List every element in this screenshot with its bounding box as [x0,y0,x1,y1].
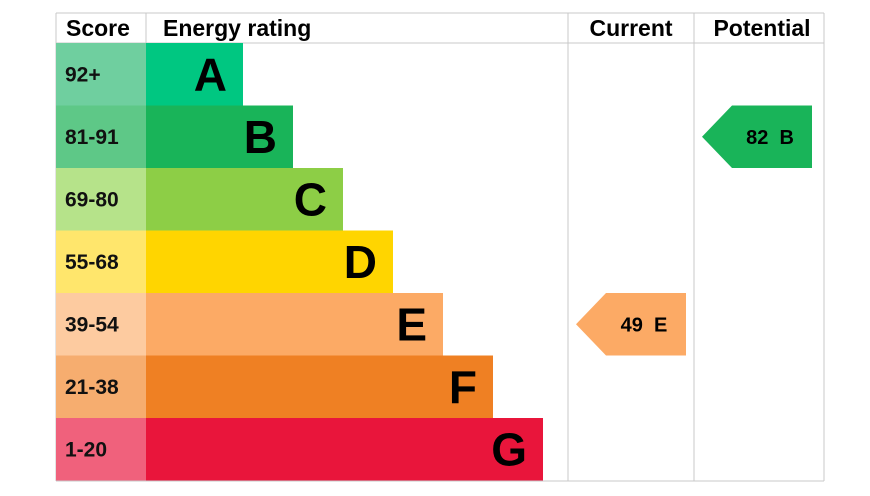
potential-rating-label: 82 B [746,127,794,149]
rating-letter-d: D [344,236,377,288]
energy-rating-column-header: Energy rating [163,15,311,41]
potential-column-header: Potential [713,15,810,41]
rating-bar-b [146,105,293,168]
rating-letter-g: G [491,423,527,475]
current-rating-label: 49 E [621,314,668,336]
score-cell-e [56,293,146,356]
score-column-header: Score [66,15,130,41]
score-cell-f [56,355,146,418]
score-label-f: 21-38 [65,376,119,399]
score-label-c: 69-80 [65,188,119,211]
score-cell-a [56,43,146,106]
score-cell-b [56,105,146,168]
rating-bands: 92+ A 81-91 B 69-80 C 55-68 D 39-54 E 21-38 F 1-20 G [56,43,543,481]
score-label-b: 81-91 [65,126,119,149]
current-column-header: Current [589,15,672,41]
rating-bar-e [146,293,443,356]
potential-rating-arrow [702,105,812,168]
rating-indicators: 49 E 82 B [576,105,812,356]
rating-bar-f [146,355,493,418]
rating-bar-c [146,168,343,231]
score-cell-d [56,230,146,293]
rating-bar-g [146,418,543,481]
rating-letter-e: E [396,298,427,350]
rating-letter-f: F [449,361,477,413]
current-rating-arrow [576,293,686,356]
score-label-e: 39-54 [65,313,119,336]
rating-letter-a: A [194,48,227,100]
rating-bar-a [146,43,243,106]
score-cell-c [56,168,146,231]
rating-letter-c: C [294,173,327,225]
score-cell-g [56,418,146,481]
score-label-d: 55-68 [65,251,119,274]
rating-letter-b: B [244,111,277,163]
score-label-g: 1-20 [65,438,107,461]
score-label-a: 92+ [65,63,101,86]
rating-bar-d [146,230,393,293]
